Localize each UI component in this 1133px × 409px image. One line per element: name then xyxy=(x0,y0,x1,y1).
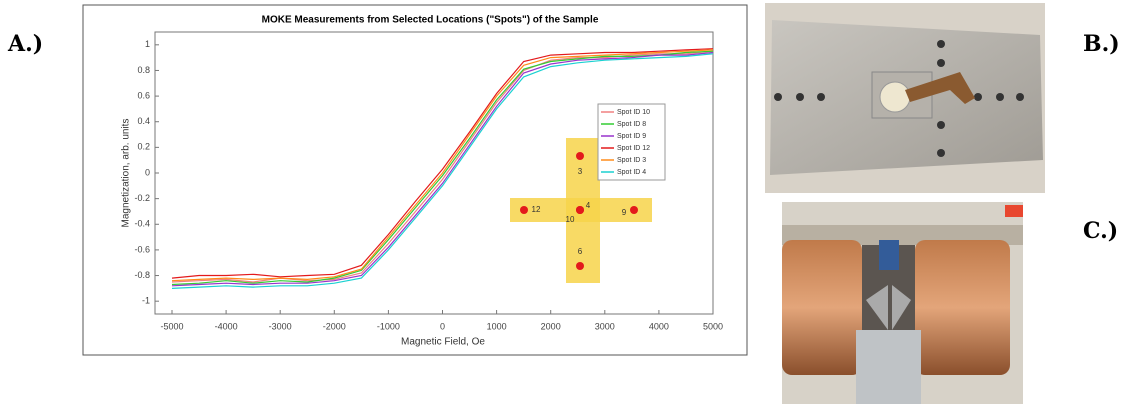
x-tick-label: 4000 xyxy=(649,321,669,331)
series-line xyxy=(171,49,714,282)
photo-magnet xyxy=(782,202,1023,404)
panel-label: C.) xyxy=(1083,218,1118,244)
x-tick-label: -3000 xyxy=(269,321,292,331)
y-tick-label: 0.8 xyxy=(137,65,150,75)
y-tick-label: -1 xyxy=(142,296,150,306)
inset-spot xyxy=(520,206,528,214)
chart: MOKE Measurements from Selected Location… xyxy=(121,15,723,348)
series-line xyxy=(171,48,714,279)
inset-spot xyxy=(630,206,638,214)
x-tick-label: 2000 xyxy=(541,321,561,331)
inset-spot xyxy=(576,206,584,214)
series-line xyxy=(171,50,714,286)
x-tick-label: -1000 xyxy=(377,321,400,331)
x-tick-label: -5000 xyxy=(160,321,183,331)
inset-label: 4 xyxy=(586,201,591,210)
y-tick-label: -0.6 xyxy=(134,244,150,254)
legend-box xyxy=(597,103,666,181)
series-line xyxy=(171,51,714,287)
inset-spot xyxy=(576,262,584,270)
y-tick-label: -0.8 xyxy=(134,270,150,280)
legend-label: Spot ID 9 xyxy=(617,133,646,140)
inset-label: 10 xyxy=(566,215,575,224)
x-tick-label: 0 xyxy=(440,321,445,331)
y-tick-label: 0.2 xyxy=(137,142,150,152)
x-tick-label: -2000 xyxy=(323,321,346,331)
x-tick-label: -4000 xyxy=(215,321,238,331)
y-tick-label: 0.4 xyxy=(137,116,150,126)
legend-label: Spot ID 3 xyxy=(617,157,646,164)
x-tick-label: 1000 xyxy=(487,321,507,331)
inset-label: 9 xyxy=(622,208,627,217)
panel-label: B.) xyxy=(1083,31,1120,57)
chart-title: MOKE Measurements from Selected Location… xyxy=(262,15,599,26)
legend-label: Spot ID 12 xyxy=(617,145,650,152)
legend-label: Spot ID 4 xyxy=(617,169,646,176)
y-axis-label: Magnetization, arb. units xyxy=(121,119,132,228)
inset-spot xyxy=(576,152,584,160)
photo-sample-holder xyxy=(765,3,1045,193)
y-tick-label: 1 xyxy=(145,39,150,49)
y-tick-label: -0.2 xyxy=(134,193,150,203)
inset-label: 3 xyxy=(578,167,583,176)
y-tick-label: 0.6 xyxy=(137,90,150,100)
inset-label: 6 xyxy=(578,247,583,256)
x-axis-label: Magnetic Field, Oe xyxy=(401,337,485,348)
y-tick-label: -0.4 xyxy=(134,219,150,229)
series-line xyxy=(171,53,714,289)
x-tick-label: 3000 xyxy=(595,321,615,331)
legend-label: Spot ID 8 xyxy=(617,121,646,128)
inset-label: 12 xyxy=(532,205,541,214)
legend-label: Spot ID 10 xyxy=(617,109,650,116)
x-tick-label: 5000 xyxy=(703,321,723,331)
panel-label: A.) xyxy=(7,31,43,57)
y-tick-label: 0 xyxy=(145,167,150,177)
